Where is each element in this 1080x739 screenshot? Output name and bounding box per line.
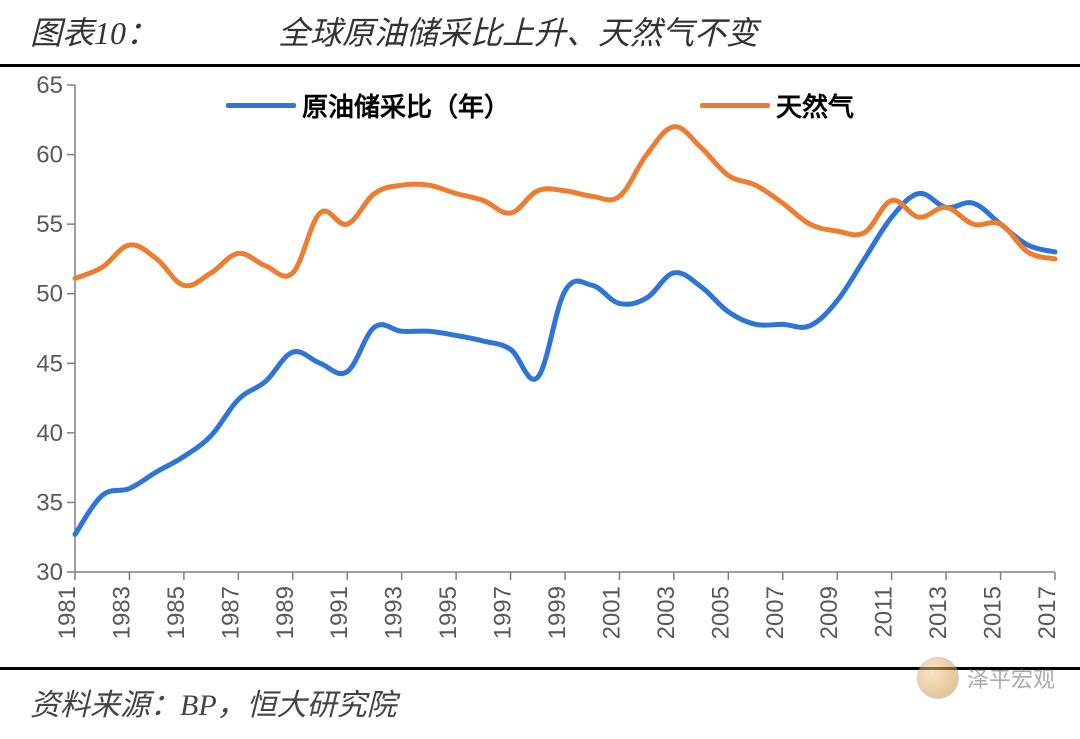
svg-text:1993: 1993 <box>381 586 408 639</box>
svg-text:1981: 1981 <box>54 586 81 639</box>
svg-text:2015: 2015 <box>980 586 1007 639</box>
svg-text:1999: 1999 <box>544 586 571 639</box>
legend-swatch-gas <box>700 103 770 108</box>
svg-text:35: 35 <box>36 489 63 516</box>
legend-label-oil: 原油储采比（年） <box>302 87 510 124</box>
svg-text:1989: 1989 <box>272 586 299 639</box>
chart-area: 3035404550556065198119831985198719891991… <box>0 67 1080 667</box>
legend-item-gas: 天然气 <box>700 87 854 124</box>
svg-text:45: 45 <box>36 350 63 377</box>
watermark-avatar <box>917 657 959 699</box>
legend-item-oil: 原油储采比（年） <box>226 87 510 124</box>
svg-text:40: 40 <box>36 420 63 447</box>
svg-text:2011: 2011 <box>871 586 898 638</box>
chart-number: 图表10： <box>30 8 158 54</box>
chart-title: 全球原油储采比上升、天然气不变 <box>278 8 758 54</box>
svg-text:1987: 1987 <box>217 586 244 639</box>
svg-text:2017: 2017 <box>1034 586 1061 639</box>
svg-text:30: 30 <box>36 559 63 586</box>
source-text: 资料来源：BP，恒大研究院 <box>30 680 1050 724</box>
svg-text:1991: 1991 <box>326 586 353 639</box>
watermark: 泽平宏观 <box>917 657 1055 699</box>
svg-text:1983: 1983 <box>108 586 135 639</box>
svg-text:2005: 2005 <box>707 586 734 639</box>
svg-text:2013: 2013 <box>925 586 952 639</box>
legend: 原油储采比（年） 天然气 <box>0 87 1080 124</box>
svg-text:1997: 1997 <box>490 586 517 639</box>
line-chart: 3035404550556065198119831985198719891991… <box>0 67 1080 667</box>
legend-swatch-oil <box>226 103 296 108</box>
chart-header: 图表10： 全球原油储采比上升、天然气不变 <box>0 0 1080 67</box>
svg-text:1995: 1995 <box>435 586 462 639</box>
watermark-text: 泽平宏观 <box>967 662 1055 694</box>
svg-text:2003: 2003 <box>653 586 680 639</box>
svg-text:2007: 2007 <box>762 586 789 639</box>
svg-text:50: 50 <box>36 281 63 308</box>
svg-text:2009: 2009 <box>816 586 843 639</box>
legend-label-gas: 天然气 <box>776 87 854 124</box>
svg-text:1985: 1985 <box>163 586 190 639</box>
svg-text:60: 60 <box>36 142 63 169</box>
svg-text:2001: 2001 <box>598 586 625 639</box>
svg-text:55: 55 <box>36 211 63 238</box>
